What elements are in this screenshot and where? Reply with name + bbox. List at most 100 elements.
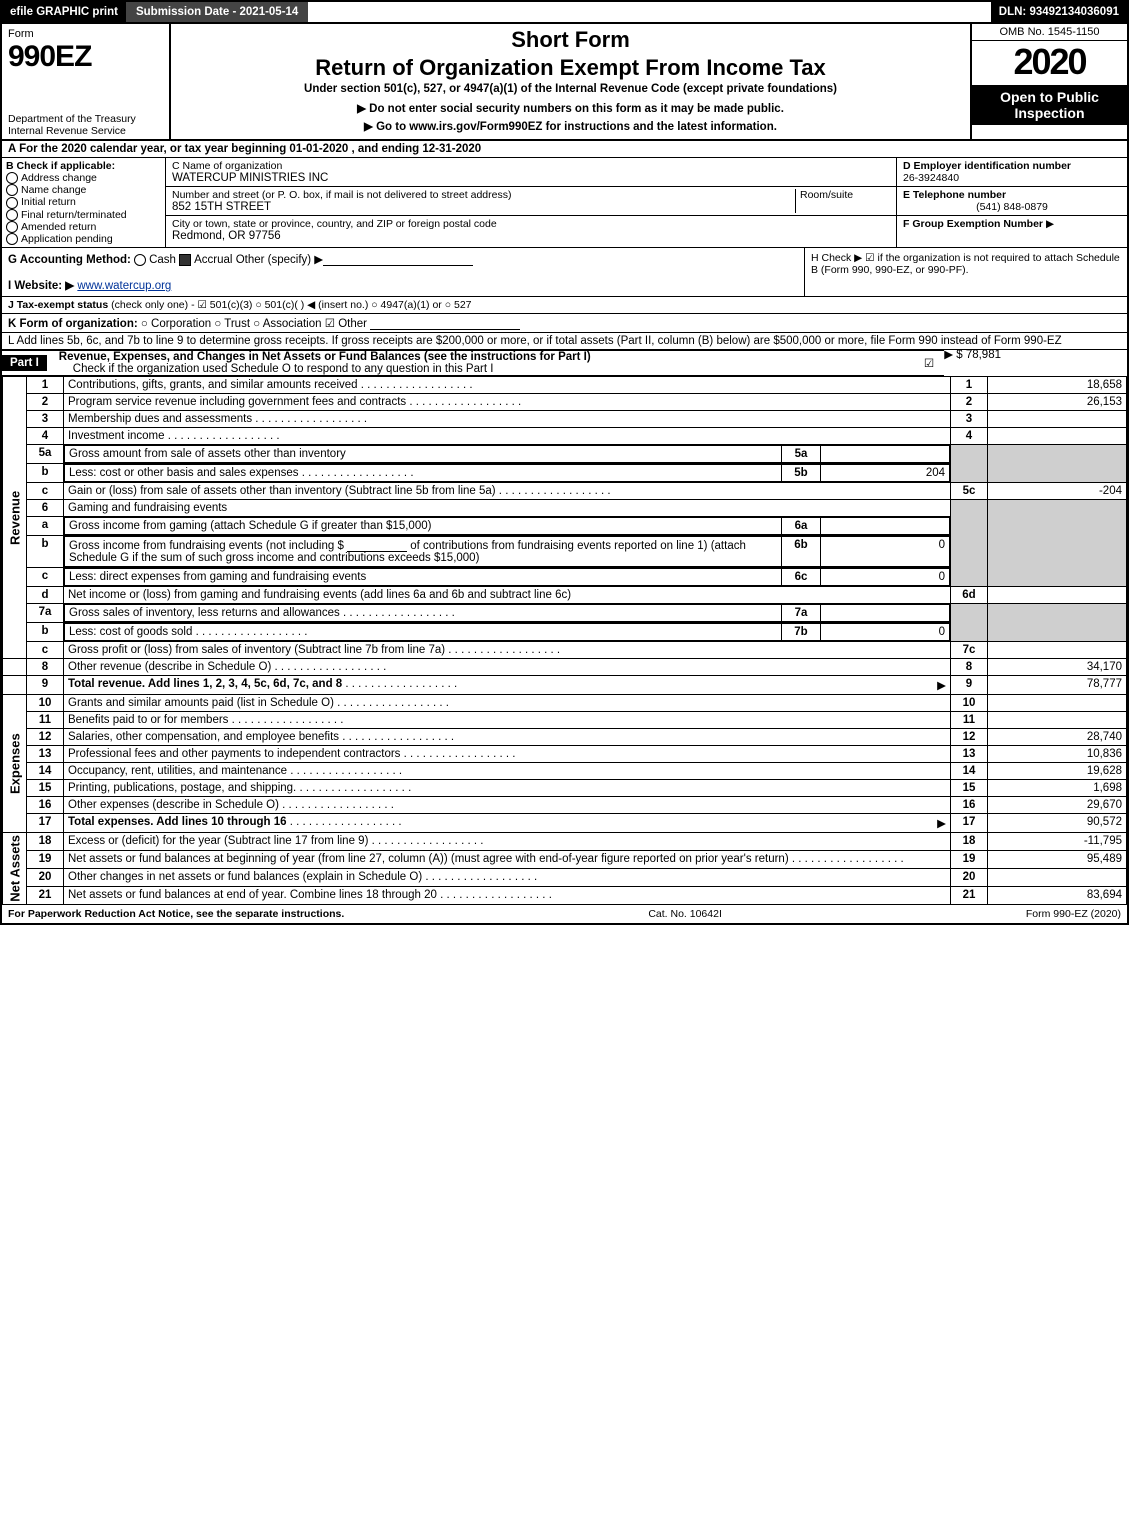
l6da — [988, 587, 1127, 604]
form-title: Return of Organization Exempt From Incom… — [175, 55, 966, 81]
b-opt-amended[interactable]: Amended return — [21, 221, 96, 233]
g-accrual[interactable]: Accrual — [194, 254, 232, 266]
l7at: Gross sales of inventory, less returns a… — [65, 605, 782, 622]
efile-print-link[interactable]: efile GRAPHIC print — [2, 2, 126, 22]
l15a: 1,698 — [988, 780, 1127, 797]
form-link[interactable]: ▶ Go to www.irs.gov/Form990EZ for instru… — [175, 119, 966, 133]
f-arrow-icon: ▶ — [1046, 218, 1054, 230]
l8a: 34,170 — [988, 659, 1127, 676]
row-j: J Tax-exempt status (check only one) - ☑… — [2, 297, 1127, 314]
street-label: Number and street (or P. O. box, if mail… — [172, 189, 511, 201]
l16t: Other expenses (describe in Schedule O) — [64, 797, 951, 814]
b-opt-address[interactable]: Address change — [21, 172, 97, 184]
l14t: Occupancy, rent, utilities, and maintena… — [64, 763, 951, 780]
page: efile GRAPHIC print Submission Date - 20… — [0, 0, 1129, 925]
l6aa — [821, 518, 950, 535]
g-cash[interactable]: Cash — [149, 254, 176, 266]
form-number: 990EZ — [8, 40, 91, 73]
f-label: F Group Exemption Number — [903, 218, 1043, 230]
l18a: -11,795 — [988, 833, 1127, 851]
website-link[interactable]: www.watercup.org — [77, 280, 171, 292]
l5bt: Less: cost or other basis and sales expe… — [65, 465, 782, 482]
side-revenue: Revenue — [3, 377, 27, 659]
part-i-checkbox[interactable]: ☑ — [914, 356, 944, 370]
l11t: Benefits paid to or for members — [64, 712, 951, 729]
l5at: Gross amount from sale of assets other t… — [65, 446, 782, 463]
l6ca: 0 — [821, 569, 950, 586]
omb: OMB No. 1545-1150 — [972, 24, 1127, 41]
city-label: City or town, state or province, country… — [172, 218, 497, 230]
l21a: 83,694 — [988, 887, 1127, 905]
room-suite-label: Room/suite — [795, 189, 890, 213]
dept-treasury: Department of the Treasury — [8, 113, 136, 125]
dln: DLN: 93492134036091 — [991, 2, 1127, 22]
b-opt-initial[interactable]: Initial return — [21, 196, 76, 208]
submission-date: Submission Date - 2021-05-14 — [126, 2, 308, 22]
e-label: E Telephone number — [903, 189, 1006, 201]
b-opt-final[interactable]: Final return/terminated — [21, 209, 127, 221]
part-i-bar: Part I — [2, 355, 47, 371]
l5aa — [821, 446, 950, 463]
l6ct: Less: direct expenses from gaming and fu… — [65, 569, 782, 586]
form-word: Form — [8, 28, 34, 40]
ein: 26-3924840 — [903, 172, 959, 184]
i-label: I Website: ▶ — [8, 280, 74, 292]
l12t: Salaries, other compensation, and employ… — [64, 729, 951, 746]
l7aa — [821, 605, 950, 622]
topbar: efile GRAPHIC print Submission Date - 20… — [2, 2, 1127, 24]
b-opt-pending[interactable]: Application pending — [21, 233, 113, 245]
form-warning: ▶ Do not enter social security numbers o… — [175, 101, 966, 115]
l13a: 10,836 — [988, 746, 1127, 763]
j-rest: (check only one) - ☑ 501(c)(3) ○ 501(c)(… — [111, 299, 471, 311]
l16a: 29,670 — [988, 797, 1127, 814]
footer-cat: Cat. No. 10642I — [648, 908, 722, 920]
part-i-header: Part I Revenue, Expenses, and Changes in… — [2, 350, 944, 376]
l-val: ▶ $ 78,981 — [944, 347, 1121, 361]
l7bt: Less: cost of goods sold — [65, 624, 782, 641]
l6dt: Net income or (loss) from gaming and fun… — [64, 587, 951, 604]
l1a: 18,658 — [988, 377, 1127, 394]
city: Redmond, OR 97756 — [172, 230, 281, 242]
l19t: Net assets or fund balances at beginning… — [64, 851, 951, 869]
form-header: Form 990EZ Department of the Treasury In… — [2, 24, 1127, 141]
l9a: 78,777 — [988, 676, 1127, 695]
irs: Internal Revenue Service — [8, 125, 126, 137]
g-label: G Accounting Method: — [8, 254, 131, 266]
l10t: Grants and similar amounts paid (list in… — [64, 695, 951, 712]
l13t: Professional fees and other payments to … — [64, 746, 951, 763]
telephone: (541) 848-0879 — [903, 201, 1121, 213]
footer-left: For Paperwork Reduction Act Notice, see … — [8, 908, 344, 920]
l4t: Investment income — [64, 428, 951, 445]
l5ct: Gain or (loss) from sale of assets other… — [64, 483, 951, 500]
row-k: K Form of organization: ○ Corporation ○ … — [2, 314, 1127, 333]
part-i-sub: Check if the organization used Schedule … — [53, 363, 494, 375]
l9t: Total revenue. Add lines 1, 2, 3, 4, 5c,… — [68, 678, 342, 690]
l12a: 28,740 — [988, 729, 1127, 746]
l3t: Membership dues and assessments — [64, 411, 951, 428]
l19a: 95,489 — [988, 851, 1127, 869]
l15t: Printing, publications, postage, and shi… — [64, 780, 951, 797]
main-table: Revenue 1Contributions, gifts, grants, a… — [2, 376, 1127, 905]
row-a-period: A For the 2020 calendar year, or tax yea… — [2, 141, 1127, 158]
footer-form: Form 990-EZ (2020) — [1026, 908, 1121, 920]
l17a: 90,572 — [988, 814, 1127, 833]
l21t: Net assets or fund balances at end of ye… — [64, 887, 951, 905]
g-other[interactable]: Other (specify) ▶ — [236, 254, 323, 266]
footer: For Paperwork Reduction Act Notice, see … — [2, 905, 1127, 923]
l6ba: 0 — [821, 537, 950, 567]
l17t: Total expenses. Add lines 10 through 16 — [68, 816, 287, 828]
row-g-h: G Accounting Method: Cash Accrual Other … — [2, 248, 1127, 297]
l7ba: 0 — [821, 624, 950, 641]
l5ca: -204 — [988, 483, 1127, 500]
l-text: L Add lines 5b, 6c, and 7b to line 9 to … — [8, 335, 1062, 347]
b-label: B Check if applicable: — [6, 160, 115, 172]
b-opt-name[interactable]: Name change — [21, 184, 86, 196]
k-label: K Form of organization: — [8, 318, 138, 330]
short-form: Short Form — [175, 27, 966, 53]
side-expenses: Expenses — [3, 695, 27, 833]
l20a — [988, 869, 1127, 887]
l2a: 26,153 — [988, 394, 1127, 411]
d-label: D Employer identification number — [903, 160, 1071, 172]
l20t: Other changes in net assets or fund bala… — [64, 869, 951, 887]
h-text: H Check ▶ ☑ if the organization is not r… — [804, 248, 1127, 296]
